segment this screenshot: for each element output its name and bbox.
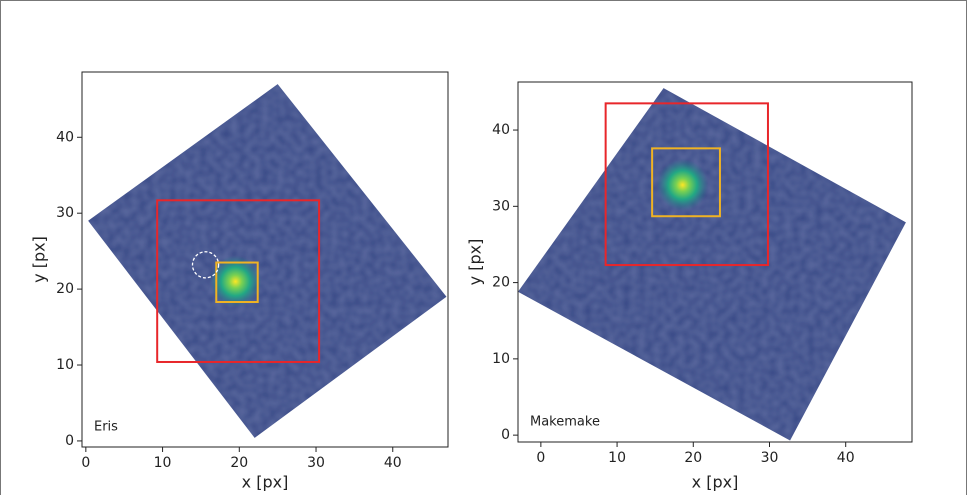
panel-label: Eris — [94, 420, 118, 435]
aperture-box — [215, 261, 259, 304]
aperture-box — [651, 147, 721, 218]
y-tick-label: 10 — [492, 351, 510, 367]
y-tick-label: 30 — [56, 205, 74, 221]
y-axis-label: y [px] — [30, 236, 49, 283]
y-axis-label: y [px] — [466, 239, 485, 286]
y-tick-label: 40 — [56, 129, 74, 145]
x-tick-label: 40 — [837, 450, 855, 466]
panel-label: Makemake — [530, 415, 600, 430]
x-tick-label: 10 — [154, 455, 172, 471]
x-axis-label: x [px] — [692, 473, 739, 492]
panel: 0 10 20 30 40 0 10 20 30 40 x [px] y [px] Makemake — [466, 81, 913, 492]
reference-circle — [191, 251, 220, 279]
x-tick-label: 0 — [536, 450, 545, 466]
aperture-box — [156, 199, 321, 363]
x-tick-label: 10 — [608, 450, 626, 466]
x-tick-label: 30 — [761, 450, 779, 466]
x-tick-label: 20 — [230, 455, 248, 471]
y-tick-label: 20 — [56, 281, 74, 297]
target-source — [209, 255, 262, 308]
x-tick-label: 20 — [684, 450, 702, 466]
image-footprint — [88, 84, 447, 438]
axes-frame — [81, 71, 449, 448]
y-tick-label: 10 — [56, 357, 74, 373]
x-tick-label: 40 — [384, 455, 402, 471]
y-tick-label: 30 — [492, 198, 510, 214]
x-axis-label: x [px] — [242, 473, 289, 492]
y-tick-label: 20 — [492, 275, 510, 291]
x-tick-label: 0 — [81, 455, 90, 471]
panel: 0 10 20 30 40 0 10 20 30 40 x [px] y [px] Eris — [30, 71, 449, 492]
y-tick-label: 0 — [65, 433, 74, 449]
axes-frame — [517, 81, 913, 443]
target-source — [656, 158, 709, 211]
aperture-box — [604, 102, 769, 267]
x-tick-label: 30 — [307, 455, 325, 471]
y-tick-label: 40 — [492, 122, 510, 138]
y-tick-label: 0 — [501, 427, 510, 443]
